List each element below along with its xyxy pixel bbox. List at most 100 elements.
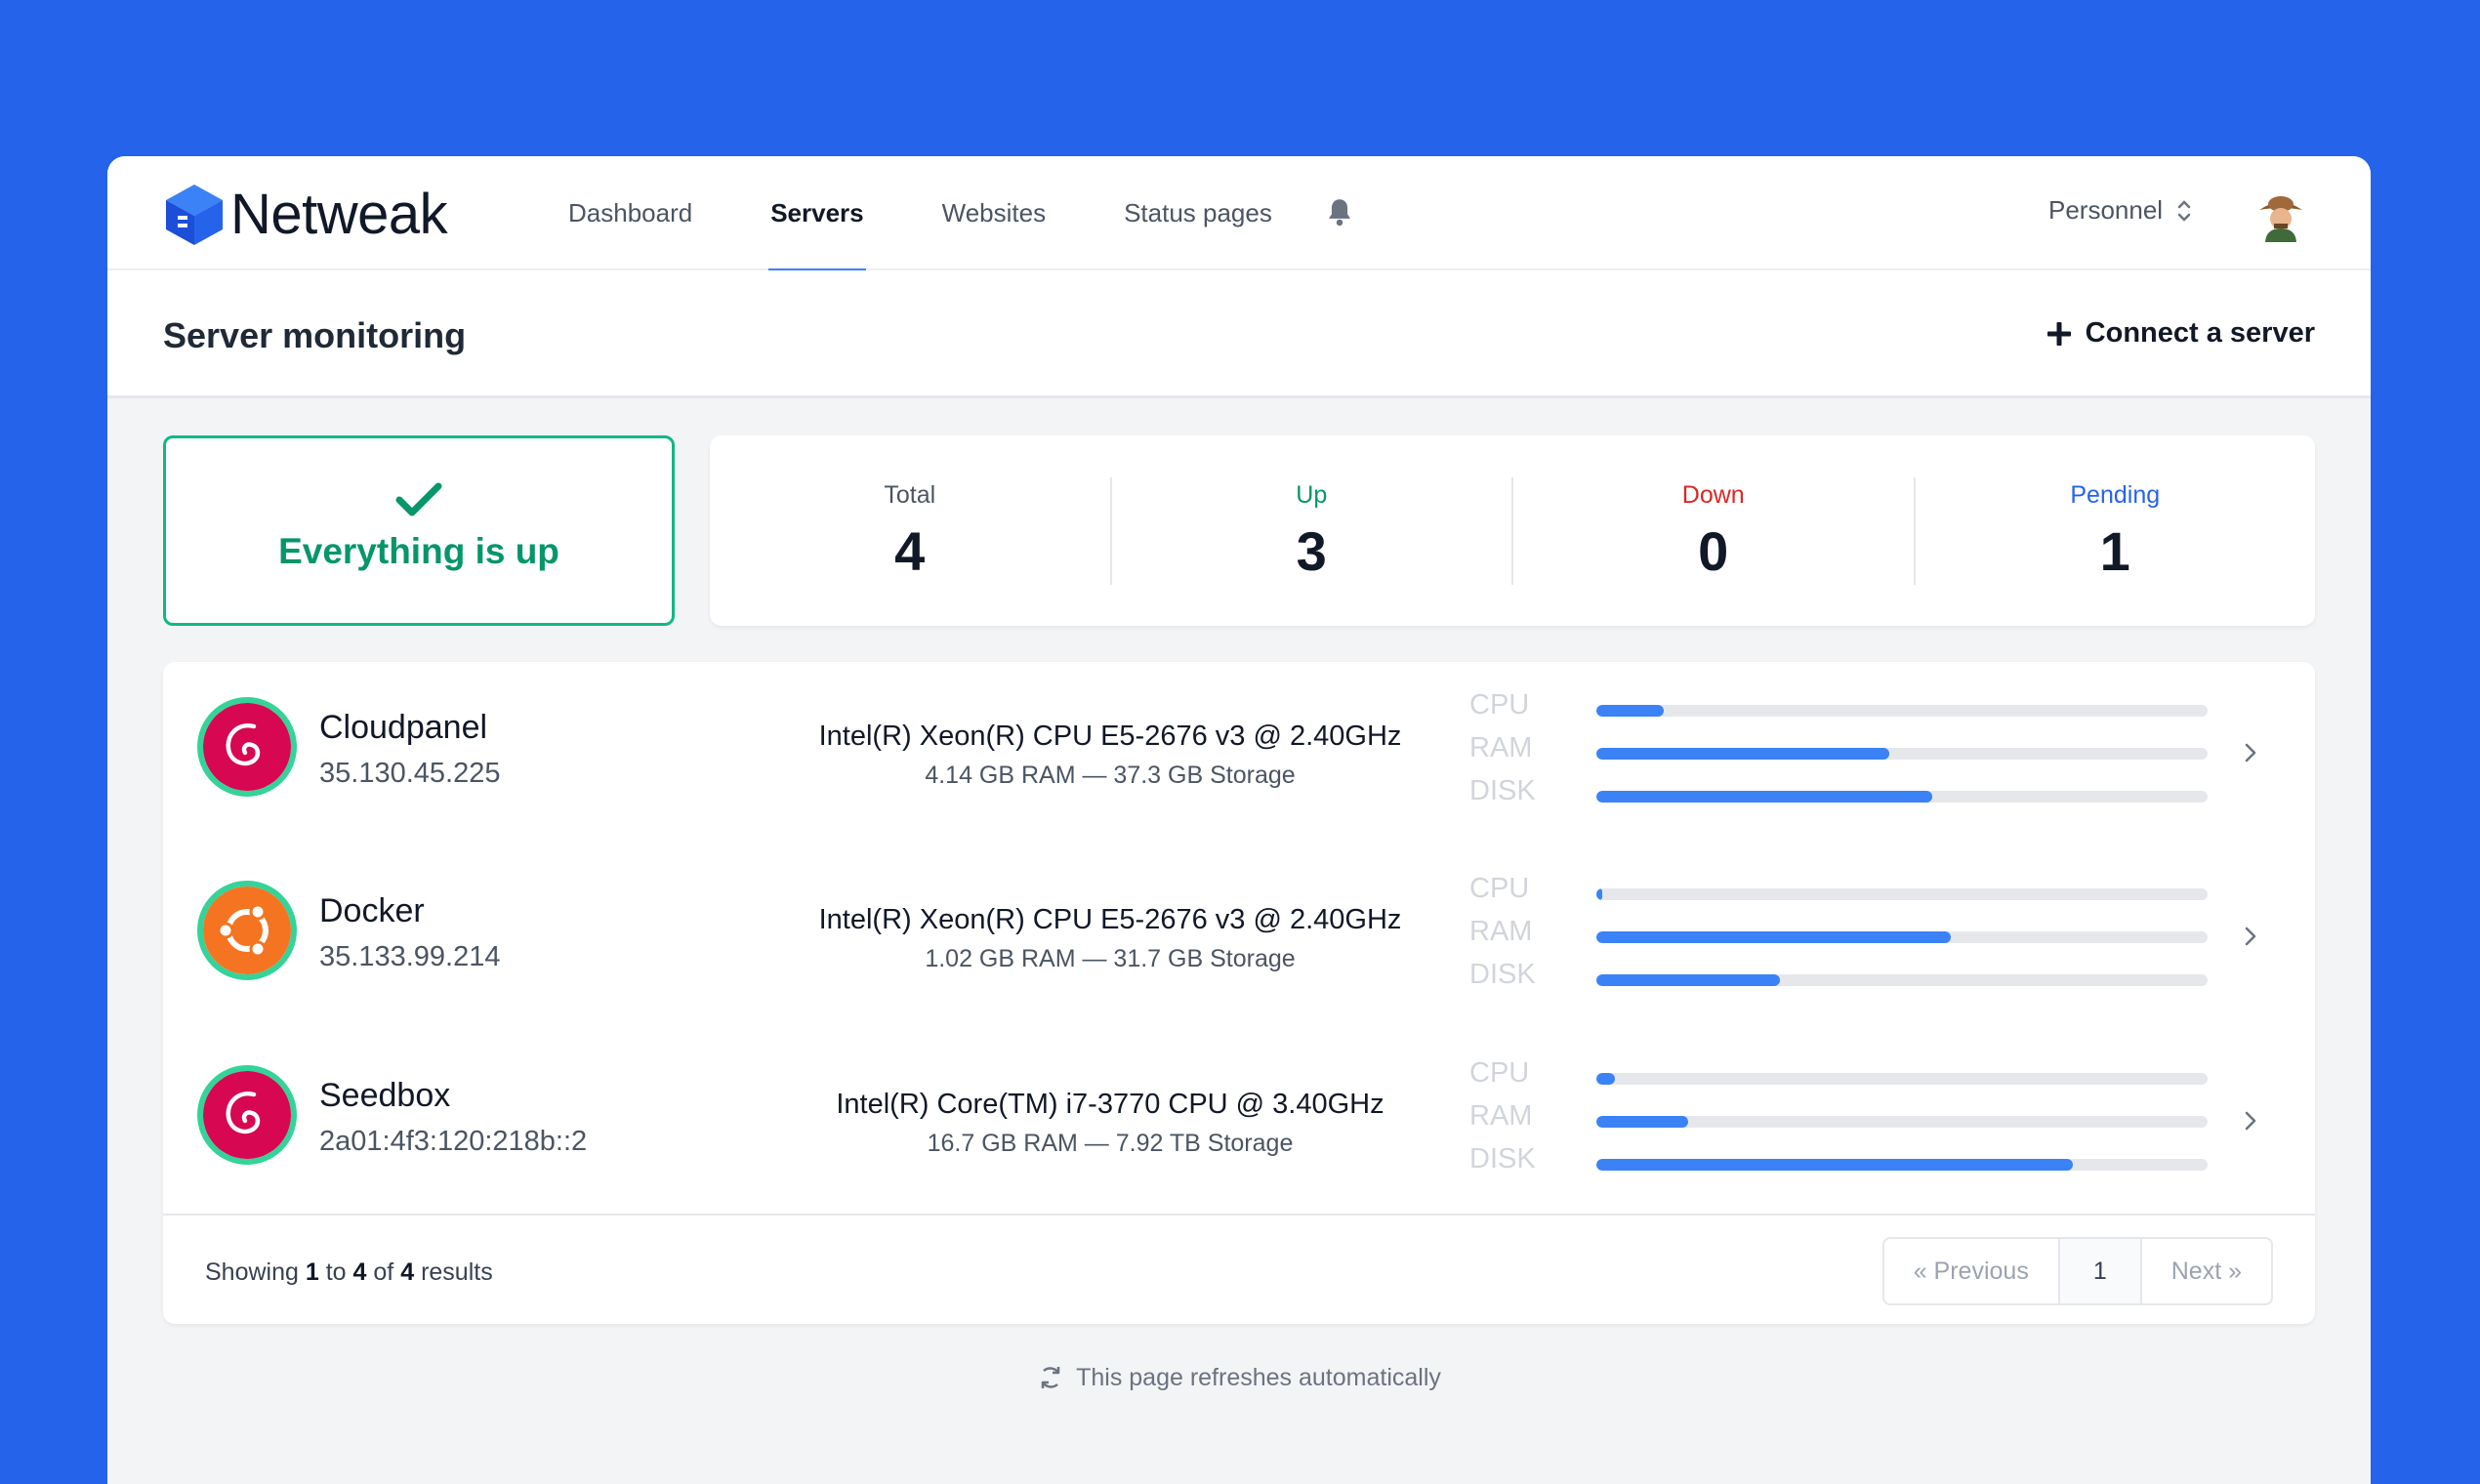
usage-bar-fill-ram [1596, 748, 1890, 760]
pagination-footer: Showing 1 to 4 of 4 results « Previous 1… [163, 1214, 2315, 1324]
usage-bar-ram [1596, 1116, 2208, 1128]
stat-up-value: 3 [1296, 519, 1327, 582]
results-from: 1 [305, 1258, 319, 1286]
stat-down-value: 0 [1698, 519, 1729, 582]
server-row[interactable]: Seedbox 2a01:4f3:120:218b::2 Intel(R) Core… [163, 1030, 2315, 1214]
usage-bar-disk [1596, 791, 2208, 803]
user-avatar[interactable] [2255, 191, 2306, 242]
stat-total-value: 4 [894, 519, 926, 582]
stat-down: Down 0 [1513, 476, 1916, 585]
results-to: 4 [352, 1258, 367, 1286]
top-navigation: Netweak Dashboard Servers Websites Statu… [107, 156, 2371, 272]
usage-bar-fill-disk [1596, 791, 1933, 803]
auto-refresh-note: This page refreshes automatically [107, 1363, 2371, 1392]
stat-pending-value: 1 [2099, 519, 2130, 582]
metric-label-disk: DISK [1469, 775, 1536, 806]
chevron-right-icon[interactable] [2243, 740, 2258, 765]
page-title: Server monitoring [163, 315, 467, 355]
brand-name: Netweak [230, 183, 448, 246]
check-icon [395, 482, 442, 516]
team-switcher[interactable]: Personnel [2048, 195, 2192, 226]
connect-server-label: Connect a server [2085, 317, 2315, 349]
os-logo [197, 881, 297, 980]
usage-bar-cpu [1596, 888, 2208, 900]
next-page-button[interactable]: Next » [2170, 1257, 2242, 1285]
previous-page-button[interactable]: « Previous [1913, 1257, 2029, 1285]
team-name: Personnel [2048, 195, 2164, 225]
results-suffix: results [421, 1258, 493, 1286]
usage-bar-fill-cpu [1596, 705, 1664, 717]
avatar-image [2259, 196, 2302, 242]
server-cpu-model: Intel(R) Xeon(R) CPU E5-2676 v3 @ 2.40GH… [818, 721, 1402, 752]
debian-logo-icon [203, 1071, 291, 1159]
results-prefix: Showing [205, 1258, 299, 1286]
usage-bar-fill-disk [1596, 974, 1780, 986]
chevron-up-down-icon [2177, 199, 2191, 222]
metric-label-disk: DISK [1469, 959, 1536, 990]
server-specs: 4.14 GB RAM — 37.3 GB Storage [925, 762, 1296, 789]
server-cpu-model: Intel(R) Xeon(R) CPU E5-2676 v3 @ 2.40GH… [818, 904, 1402, 935]
results-of-word: of [373, 1258, 394, 1286]
bell-icon [1329, 199, 1350, 227]
usage-bar-fill-cpu [1596, 1073, 1615, 1085]
page-header: Server monitoring Connect a server [107, 270, 2371, 398]
stat-pending: Pending 1 [1916, 477, 2316, 585]
results-total: 4 [400, 1258, 415, 1286]
server-name[interactable]: Seedbox [319, 1077, 451, 1114]
cube-logo-icon [166, 184, 223, 245]
connect-server-button[interactable]: Connect a server [2046, 317, 2315, 350]
debian-logo-icon [203, 703, 291, 791]
usage-bar-fill-ram [1596, 1116, 1688, 1128]
server-name[interactable]: Cloudpanel [319, 709, 488, 746]
page-1-button[interactable]: 1 [2057, 1239, 2142, 1303]
usage-bar-disk [1596, 1159, 2208, 1171]
server-specs: 1.02 GB RAM — 31.7 GB Storage [925, 945, 1296, 972]
stat-total-label: Total [884, 480, 936, 509]
os-logo [197, 1065, 297, 1165]
nav-status-pages[interactable]: Status pages [1124, 198, 1272, 227]
stats-panel: Total 4 Up 3 Down 0 Pending 1 [710, 435, 2315, 626]
usage-bar-fill-ram [1596, 931, 1952, 943]
results-summary: Showing 1 to 4 of 4 results [205, 1258, 493, 1287]
server-list-card: Cloudpanel 35.130.45.225 Intel(R) Xeon(R) … [163, 662, 2315, 1324]
metric-label-cpu: CPU [1469, 1057, 1530, 1089]
metric-label-ram: RAM [1469, 916, 1533, 947]
auto-refresh-text: This page refreshes automatically [1076, 1363, 1441, 1391]
server-specs: 16.7 GB RAM — 7.92 TB Storage [927, 1130, 1294, 1157]
metric-label-disk: DISK [1469, 1143, 1536, 1175]
refresh-icon [1041, 1367, 1060, 1388]
usage-bar-ram [1596, 931, 2208, 943]
chevron-right-icon[interactable] [2243, 924, 2258, 949]
server-ip: 35.130.45.225 [319, 758, 501, 789]
server-ip: 35.133.99.214 [319, 941, 501, 972]
overall-status-box: Everything is up [163, 435, 675, 626]
nav-servers[interactable]: Servers [731, 156, 902, 272]
stat-pending-label: Pending [2070, 480, 2161, 509]
usage-bar-disk [1596, 974, 2208, 986]
nav-links: Dashboard Servers Websites Status pages [529, 156, 1311, 272]
metric-label-cpu: CPU [1469, 689, 1530, 721]
brand-logo[interactable]: Netweak [164, 182, 448, 247]
plus-icon [2046, 321, 2071, 346]
chevron-right-icon[interactable] [2243, 1108, 2258, 1134]
stat-total: Total 4 [710, 476, 1112, 585]
app-window: Netweak Dashboard Servers Websites Statu… [107, 156, 2371, 1484]
metric-label-ram: RAM [1469, 1100, 1533, 1132]
stat-up: Up 3 [1112, 476, 1513, 585]
stat-up-label: Up [1296, 480, 1328, 509]
nav-dashboard[interactable]: Dashboard [568, 198, 693, 227]
nav-websites[interactable]: Websites [941, 198, 1047, 227]
ubuntu-logo-icon [203, 886, 291, 974]
metric-label-cpu: CPU [1469, 873, 1530, 904]
usage-bar-cpu [1596, 705, 2208, 717]
results-to-word: to [325, 1258, 347, 1286]
notifications-button[interactable] [1326, 197, 1353, 231]
server-name[interactable]: Docker [319, 892, 425, 929]
usage-bar-fill-cpu [1596, 888, 1603, 900]
pager: « Previous 1 Next » [1881, 1237, 2273, 1305]
server-row[interactable]: Cloudpanel 35.130.45.225 Intel(R) Xeon(R) … [163, 662, 2315, 845]
usage-bar-cpu [1596, 1073, 2208, 1085]
server-row[interactable]: Docker 35.133.99.214 Intel(R) Xeon(R) CPU … [163, 845, 2315, 1029]
metric-label-ram: RAM [1469, 732, 1533, 763]
server-cpu-model: Intel(R) Core(TM) i7-3770 CPU @ 3.40GHz [836, 1089, 1385, 1120]
